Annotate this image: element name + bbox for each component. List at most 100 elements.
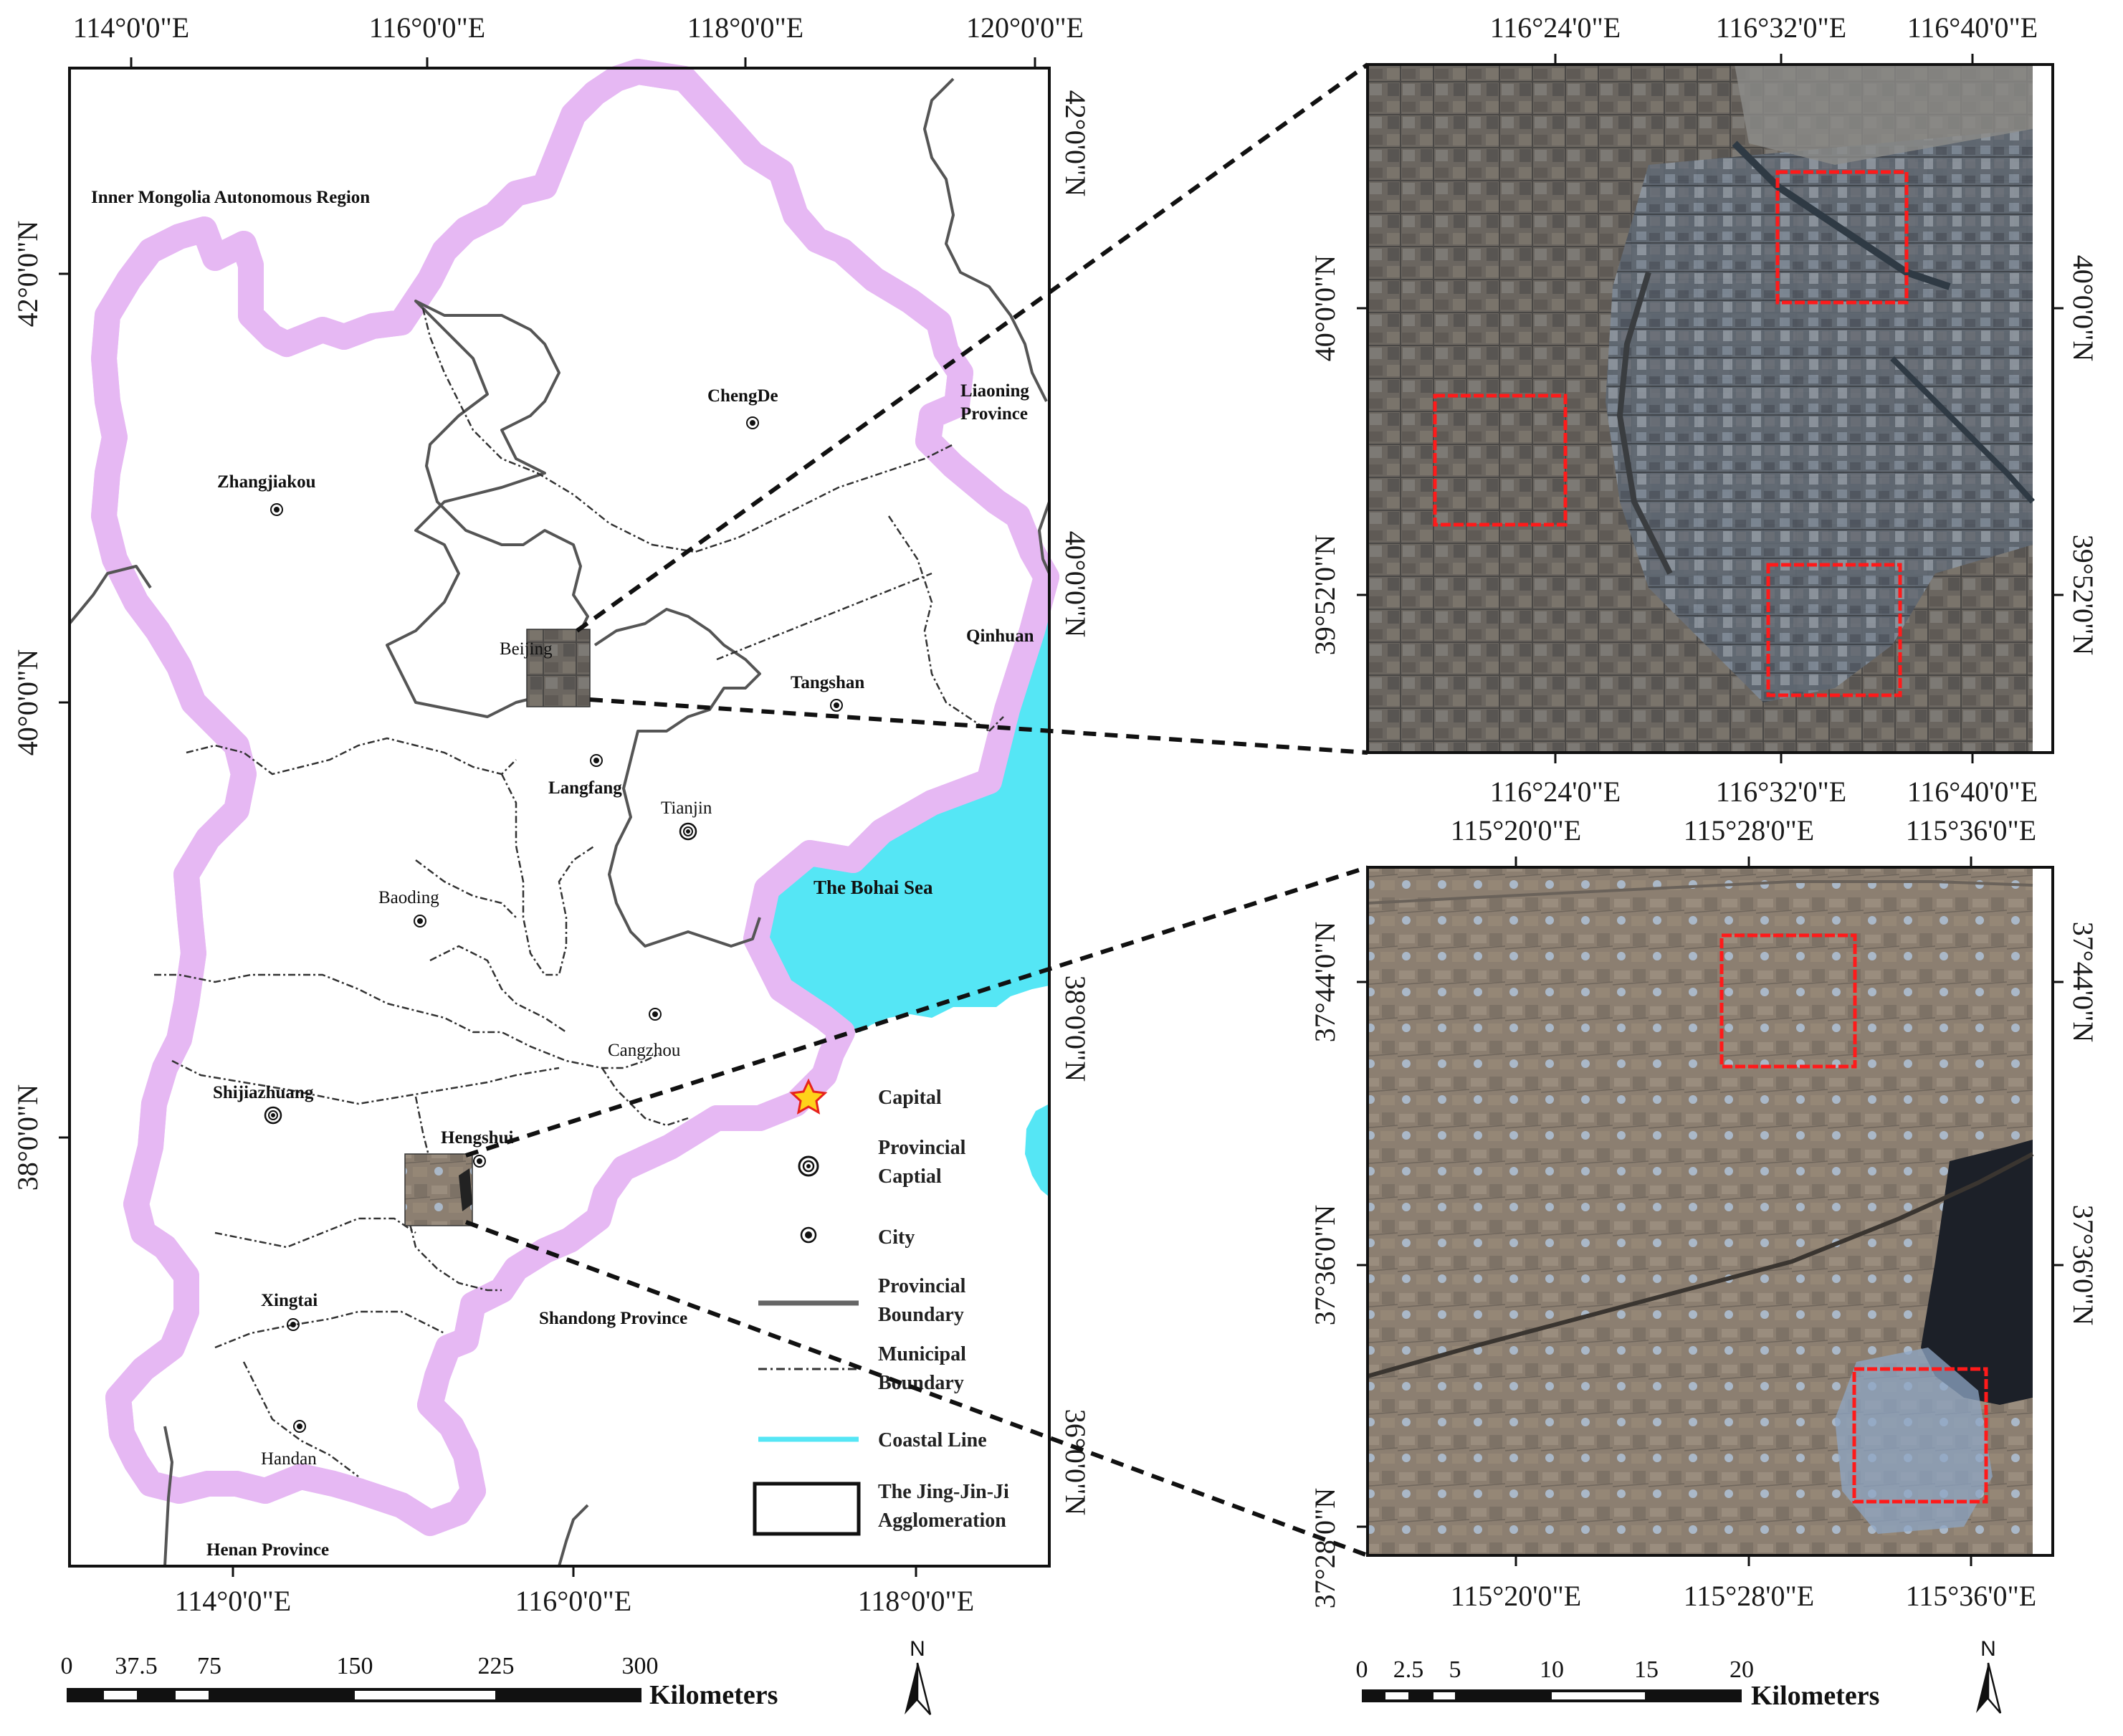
label-handan: Handan <box>261 1449 317 1469</box>
legend-municipal-boundary-label-1: Municipal <box>878 1343 966 1365</box>
label-tianjin: Tianjin <box>661 798 712 818</box>
inset-hengshui-frame <box>1366 866 2054 1557</box>
north-arrow-main-label: N <box>910 1637 925 1661</box>
inset-beijing-ticks <box>1357 54 2064 763</box>
scale-inset-label-4: 15 <box>1634 1656 1659 1683</box>
city-dot-tianjin <box>679 822 697 841</box>
inset-beijing-sample-box-1 <box>1775 170 1909 305</box>
main-right-tick-36: 36°0'0"N <box>1059 1409 1092 1515</box>
main-bottom-tick-118: 118°0'0"E <box>858 1585 974 1617</box>
label-shandong: Shandong Province <box>539 1309 687 1328</box>
main-map: Inner Mongolia Autonomous Region Liaonin… <box>11 11 1092 1617</box>
main-right-tick-40: 40°0'0"N <box>1059 531 1092 637</box>
main-top-ticks <box>130 57 1036 68</box>
legend-jjj-label-2: Agglomeration <box>878 1510 1006 1532</box>
inset-beijing-north-airport <box>1735 65 2033 165</box>
city-dot-baoding <box>414 915 426 927</box>
label-cangzhou: Cangzhou <box>608 1041 681 1060</box>
legend-provincial-boundary-label-2: Boundary <box>878 1304 964 1326</box>
inset2-bottom-tick-3: 115°36'0"E <box>1906 1580 2036 1612</box>
city-dot-chengde <box>746 416 759 429</box>
city-dot-cangzhou <box>649 1008 662 1021</box>
label-xingtai: Xingtai <box>261 1291 318 1310</box>
hengshui-thumbnail-lake <box>459 1168 472 1211</box>
label-liaoning-2: Province <box>960 404 1028 424</box>
scale-main-label-0: 0 <box>61 1653 73 1679</box>
inset-beijing-diag-road <box>1890 356 2035 504</box>
label-langfang: Langfang <box>548 778 622 798</box>
label-hengshui: Hengshui <box>441 1128 513 1148</box>
inset-hengshui-road <box>1367 880 2033 905</box>
legend-provincial-capital-label-2: Captial <box>878 1165 942 1188</box>
main-top-tick-116: 116°0'0"E <box>369 11 485 44</box>
scale-main-unit: Kilometers <box>649 1680 778 1710</box>
main-right-tick-38: 38°0'0"N <box>1059 976 1092 1082</box>
label-beijing: Beijing <box>500 639 553 659</box>
city-dot-tangshan <box>830 699 843 712</box>
main-top-tick-120: 120°0'0"E <box>966 11 1084 44</box>
inset-beijing-sample-box-2 <box>1433 394 1568 527</box>
city-dot-langfang <box>590 754 603 767</box>
label-tangshan: Tangshan <box>791 673 864 692</box>
label-qinhuan: Qinhuan <box>966 626 1034 646</box>
inset2-left-tick-2: 37°36'0"N <box>1309 1205 1341 1325</box>
main-top-tick-114: 114°0'0"E <box>73 11 189 44</box>
legend-provincial-capital-symbol <box>798 1155 819 1177</box>
inset1-bottom-tick-2: 116°32'0"E <box>1716 776 1846 808</box>
scale-main-label-5: 300 <box>622 1653 659 1679</box>
scale-inset-label-2: 5 <box>1449 1656 1461 1683</box>
label-liaoning-1: Liaoning <box>960 381 1029 401</box>
inset-beijing-river <box>1732 140 1951 290</box>
scale-inset-label-3: 10 <box>1540 1656 1564 1683</box>
inset1-right-tick-1: 40°0'0"N <box>2067 255 2099 361</box>
main-left-tick-40: 40°0'0"N <box>11 649 44 755</box>
legend-city-label: City <box>878 1226 915 1249</box>
legend-jjj-label-1: The Jing-Jin-Ji <box>878 1481 1009 1503</box>
inset-beijing-blue-area <box>1606 129 2033 702</box>
main-right-tick-42: 42°0'0"N <box>1059 90 1092 196</box>
main-bottom-tick-116: 116°0'0"E <box>515 1585 631 1617</box>
inset2-left-tick-3: 37°28'0"N <box>1309 1488 1341 1608</box>
inset2-right-tick-1: 37°44'0"N <box>2067 922 2099 1042</box>
legend-provincial-boundary-label-1: Provincial <box>878 1275 966 1297</box>
legend-city-symbol <box>800 1226 817 1244</box>
inset1-left-tick-1: 40°0'0"N <box>1309 255 1341 361</box>
inset2-bottom-tick-2: 115°28'0"E <box>1684 1580 1814 1612</box>
north-arrow-inset: N <box>1976 1637 2002 1714</box>
bohai-sea-east <box>1025 1104 1049 1197</box>
inset-beijing-ring-road <box>1616 271 1673 575</box>
scale-inset-label-5: 20 <box>1730 1656 1754 1683</box>
inset-hengshui: 115°20'0"E 115°28'0"E 115°36'0"E 115°20'… <box>1309 814 2099 1612</box>
inset-hengshui-sample-box-1 <box>1719 933 1857 1069</box>
beijing-thumbnail <box>526 629 591 707</box>
label-inner-mongolia: Inner Mongolia Autonomous Region <box>91 188 370 207</box>
label-henan: Henan Province <box>206 1540 329 1560</box>
city-symbols <box>264 416 843 1433</box>
inset2-top-tick-1: 115°20'0"E <box>1451 814 1581 846</box>
inset-hengshui-rail <box>1367 1152 2034 1378</box>
inset2-top-tick-2: 115°28'0"E <box>1684 814 1814 846</box>
label-chengde: ChengDe <box>707 386 778 406</box>
inset-hengshui-lake <box>1921 1140 2033 1405</box>
scale-main-label-4: 225 <box>478 1653 515 1679</box>
inset1-top-tick-3: 116°40'0"E <box>1907 11 2038 44</box>
scale-inset-label-1: 2.5 <box>1393 1656 1424 1683</box>
inset2-top-tick-3: 115°36'0"E <box>1906 814 2036 846</box>
north-arrow-main: N <box>905 1637 932 1715</box>
city-dot-shijiazhuang <box>264 1106 282 1125</box>
legend-provincial-capital-label-1: Provincial <box>878 1137 966 1159</box>
label-baoding: Baoding <box>378 888 439 907</box>
scalebar-inset: 0 2.5 5 10 15 20 Kilometers <box>1356 1656 1880 1711</box>
north-arrow-inset-label: N <box>1980 1637 1996 1661</box>
inset-beijing-sample-box-3 <box>1766 563 1902 697</box>
inset1-top-tick-2: 116°32'0"E <box>1716 11 1846 44</box>
inset2-bottom-tick-1: 115°20'0"E <box>1451 1580 1581 1612</box>
legend-capital-label: Capital <box>878 1087 942 1109</box>
label-bohai-sea: The Bohai Sea <box>814 877 933 898</box>
city-dot-hengshui <box>473 1155 486 1168</box>
city-dot-xingtai <box>287 1318 300 1331</box>
main-bottom-ticks <box>232 1566 917 1577</box>
inset1-top-tick-1: 116°24'0"E <box>1490 11 1621 44</box>
scale-main-label-1: 37.5 <box>115 1653 158 1679</box>
